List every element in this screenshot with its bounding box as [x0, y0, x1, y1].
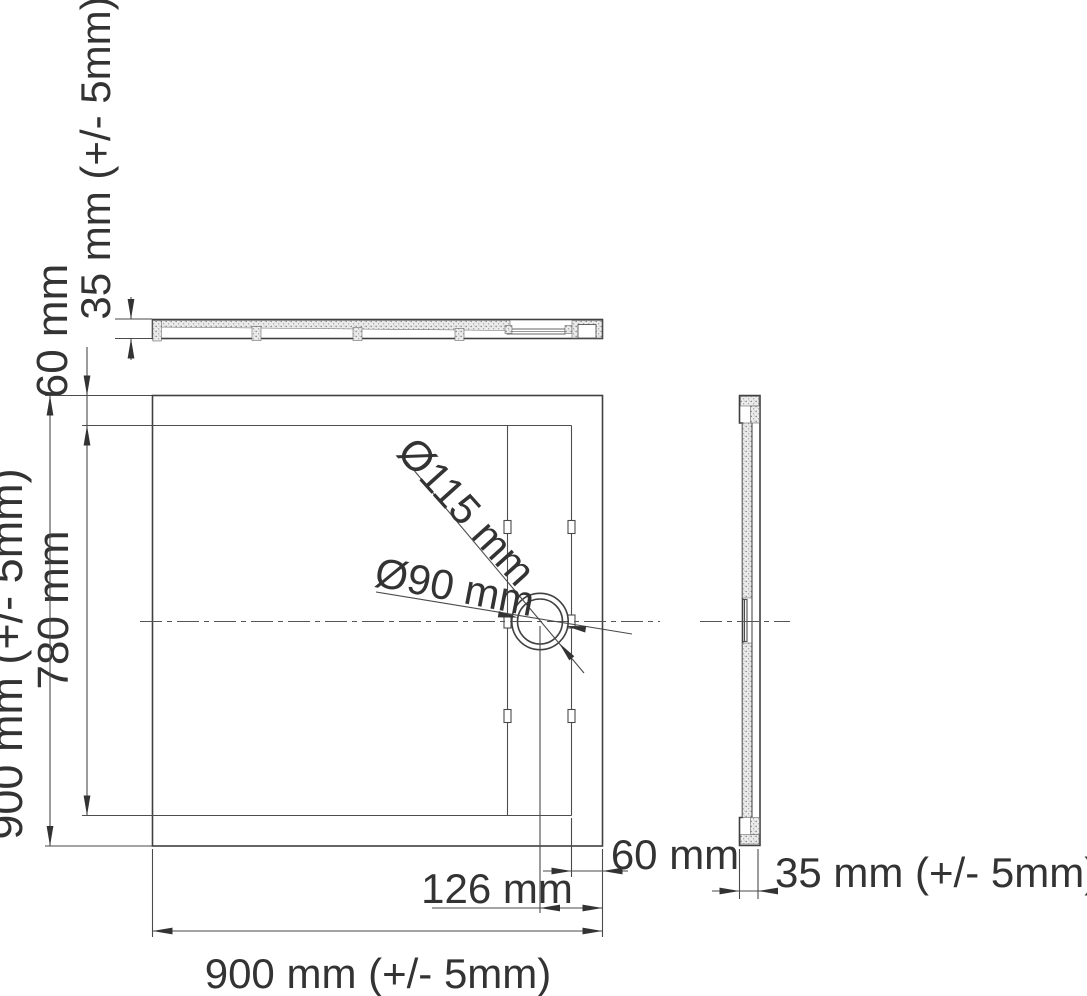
label-section-thickness-side: 35 mm (+/- 5mm)	[775, 849, 1087, 896]
arrowhead	[83, 425, 91, 446]
side-stipple	[740, 396, 760, 407]
arrowhead	[127, 299, 135, 319]
section-rib	[352, 327, 363, 341]
arrowhead	[46, 395, 54, 416]
arrowhead	[46, 826, 54, 846]
dim-overall-width: 900 mm (+/- 5mm)	[151, 849, 603, 996]
arrowhead	[582, 904, 603, 912]
arrowhead	[497, 611, 518, 618]
section-left-cap	[152, 320, 162, 342]
clip-tab	[567, 708, 576, 724]
section-plate-clip	[564, 325, 573, 334]
dim-drain-offset: 126 mm	[421, 626, 603, 913]
dim-right-edge-inset: 60 mm	[543, 818, 739, 937]
clip-tab	[503, 708, 512, 724]
dim-overall-height: 900 mm (+/- 5mm)	[0, 394, 152, 847]
side-stipple	[750, 405, 760, 424]
arrowhead	[582, 927, 603, 935]
plan-view: Ø115 mm Ø90 mm	[82, 394, 660, 847]
label-edge-inset-top: 60 mm	[28, 264, 77, 398]
clip-tab	[503, 519, 512, 535]
section-right-notch	[577, 324, 597, 339]
arrowhead	[540, 904, 560, 912]
arrowhead	[719, 887, 740, 895]
label-overall-width: 900 mm (+/- 5mm)	[205, 950, 552, 996]
side-stipple	[750, 817, 760, 835]
arrowhead	[559, 643, 575, 661]
arrowhead	[566, 626, 587, 633]
clip-tab	[567, 519, 576, 535]
tray-outline	[151, 394, 604, 847]
top-section-view	[151, 318, 604, 342]
label-section-thickness-top: 35 mm (+/- 5mm)	[72, 0, 119, 320]
arrowhead	[83, 375, 91, 396]
dim-top-thickness: 35 mm (+/- 5mm)	[72, 0, 152, 360]
dim-top-edge-inset: 60 mm	[28, 264, 91, 816]
arrowhead	[602, 867, 623, 875]
side-stipple	[742, 642, 753, 818]
label-drain-offset: 126 mm	[421, 865, 573, 912]
dim-inner-length: 780 mm	[29, 425, 91, 816]
label-inner-length: 780 mm	[29, 531, 78, 690]
label-edge-inset-right: 60 mm	[611, 831, 739, 878]
section-rib	[454, 328, 465, 341]
arrowhead	[152, 927, 173, 935]
arrowhead	[83, 795, 91, 816]
section-plate-clip	[504, 325, 513, 334]
section-rib	[251, 326, 262, 341]
arrowhead	[758, 887, 778, 895]
side-section-view	[700, 394, 790, 847]
label-overall-height: 900 mm (+/- 5mm)	[0, 468, 32, 839]
dim-side-thickness: 35 mm (+/- 5mm)	[712, 849, 1087, 899]
side-stipple	[742, 422, 753, 599]
side-stipple	[740, 834, 760, 845]
leader-line-drain-cutout	[401, 455, 585, 674]
arrowhead	[551, 867, 572, 875]
arrowhead	[127, 338, 135, 359]
